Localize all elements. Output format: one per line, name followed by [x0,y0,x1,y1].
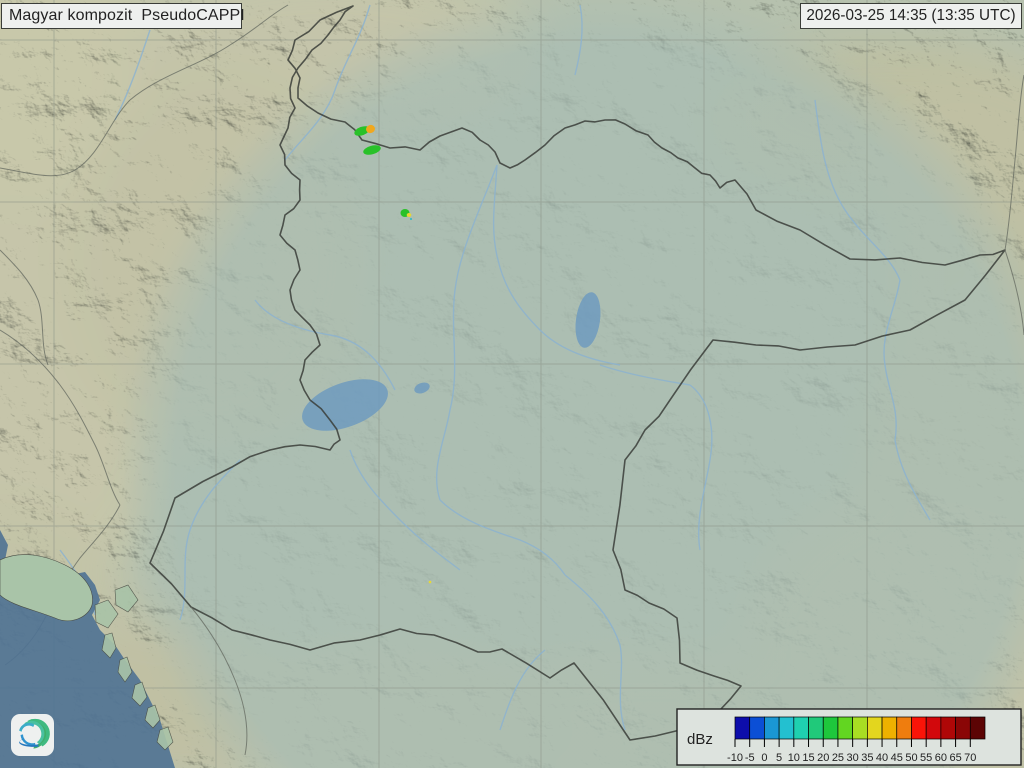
svg-text:35: 35 [861,752,873,764]
svg-text:55: 55 [920,752,932,764]
svg-text:25: 25 [832,752,844,764]
svg-text:65: 65 [949,752,961,764]
svg-text:70: 70 [964,752,976,764]
svg-text:10: 10 [788,752,800,764]
svg-text:40: 40 [876,752,888,764]
svg-text:dBz: dBz [687,731,713,748]
svg-text:15: 15 [802,752,814,764]
svg-text:-5: -5 [745,752,755,764]
svg-text:0: 0 [761,752,767,764]
svg-text:5: 5 [776,752,782,764]
svg-text:30: 30 [847,752,859,764]
svg-text:45: 45 [891,752,903,764]
svg-text:-10: -10 [727,752,743,764]
svg-text:50: 50 [905,752,917,764]
svg-text:20: 20 [817,752,829,764]
svg-text:60: 60 [935,752,947,764]
